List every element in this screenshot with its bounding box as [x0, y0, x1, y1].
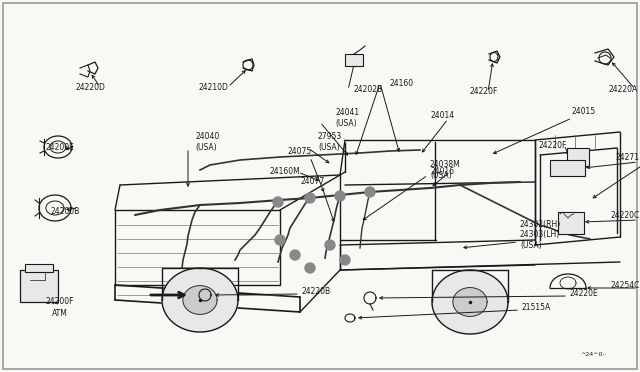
Text: 24271: 24271 — [616, 154, 640, 163]
FancyBboxPatch shape — [20, 270, 58, 302]
Text: 24200F: 24200F — [45, 298, 74, 307]
Text: 24302(RH)
24303(LH)
(USA): 24302(RH) 24303(LH) (USA) — [520, 220, 561, 250]
Circle shape — [275, 235, 285, 245]
Text: 24075: 24075 — [288, 148, 312, 157]
Text: 24220D: 24220D — [75, 83, 105, 92]
Text: 24200B: 24200B — [51, 208, 80, 217]
Polygon shape — [162, 268, 238, 332]
Text: 24038M
(USA): 24038M (USA) — [430, 160, 461, 180]
Text: 24202B: 24202B — [354, 86, 383, 94]
Text: 24200E: 24200E — [45, 142, 74, 151]
Circle shape — [290, 250, 300, 260]
Text: 24220F: 24220F — [470, 87, 498, 96]
Circle shape — [325, 240, 335, 250]
Circle shape — [335, 191, 345, 201]
Text: 24210D: 24210D — [198, 83, 228, 92]
Text: 24014: 24014 — [431, 110, 455, 119]
Text: 24220C: 24220C — [611, 212, 640, 221]
Polygon shape — [183, 286, 217, 314]
Text: 24016: 24016 — [431, 167, 455, 176]
FancyBboxPatch shape — [550, 160, 585, 176]
Circle shape — [305, 193, 315, 203]
Text: 24077: 24077 — [301, 177, 325, 186]
Text: 24220E: 24220E — [570, 289, 599, 298]
FancyBboxPatch shape — [567, 148, 589, 166]
Text: 24254C: 24254C — [611, 280, 640, 289]
Polygon shape — [453, 288, 487, 317]
Circle shape — [305, 263, 315, 273]
Text: 24220B: 24220B — [302, 288, 331, 296]
Text: 24015: 24015 — [572, 108, 596, 116]
Text: ^24^0··: ^24^0·· — [580, 353, 606, 357]
FancyBboxPatch shape — [558, 212, 584, 234]
Circle shape — [365, 187, 375, 197]
Text: ATM: ATM — [52, 308, 68, 317]
Text: 24160: 24160 — [390, 78, 414, 87]
FancyBboxPatch shape — [345, 54, 363, 66]
Text: 24220A: 24220A — [609, 84, 638, 93]
Text: 24040
(USA): 24040 (USA) — [195, 132, 220, 152]
Polygon shape — [432, 270, 508, 334]
Text: 24160M: 24160M — [269, 167, 300, 176]
Text: 27953
(USA): 27953 (USA) — [318, 132, 342, 152]
Circle shape — [273, 197, 283, 207]
FancyBboxPatch shape — [25, 264, 53, 272]
Text: 24041
(USA): 24041 (USA) — [335, 108, 359, 128]
Text: 24220F: 24220F — [539, 141, 567, 150]
Circle shape — [340, 255, 350, 265]
Text: 21515A: 21515A — [522, 304, 551, 312]
